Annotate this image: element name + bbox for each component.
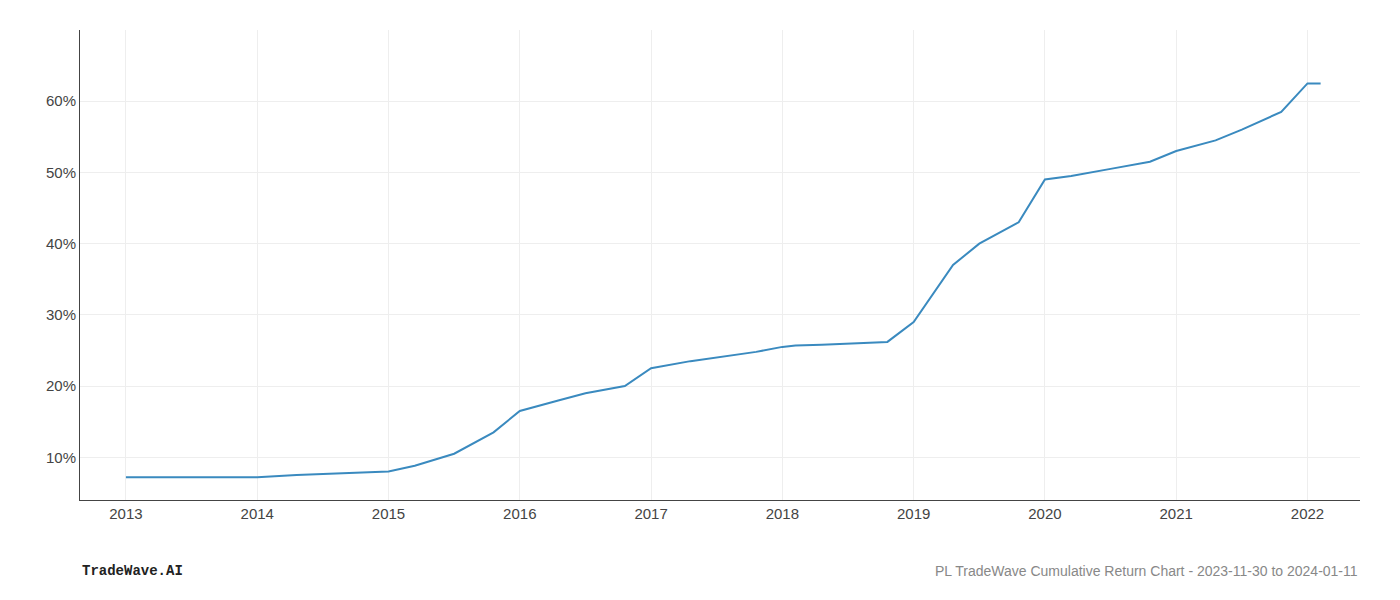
svg-text:2014: 2014 bbox=[241, 505, 274, 522]
svg-text:40%: 40% bbox=[46, 235, 76, 252]
svg-text:2020: 2020 bbox=[1028, 505, 1061, 522]
svg-text:10%: 10% bbox=[46, 449, 76, 466]
svg-text:TradeWave.AI: TradeWave.AI bbox=[82, 563, 183, 579]
svg-text:2022: 2022 bbox=[1291, 505, 1324, 522]
svg-text:2013: 2013 bbox=[109, 505, 142, 522]
svg-text:30%: 30% bbox=[46, 306, 76, 323]
svg-text:50%: 50% bbox=[46, 164, 76, 181]
svg-text:2018: 2018 bbox=[766, 505, 799, 522]
svg-text:20%: 20% bbox=[46, 377, 76, 394]
svg-text:2017: 2017 bbox=[634, 505, 667, 522]
svg-text:2015: 2015 bbox=[372, 505, 405, 522]
svg-text:2019: 2019 bbox=[897, 505, 930, 522]
svg-text:PL TradeWave Cumulative Return: PL TradeWave Cumulative Return Chart - 2… bbox=[935, 563, 1358, 579]
svg-text:2016: 2016 bbox=[503, 505, 536, 522]
svg-text:2021: 2021 bbox=[1160, 505, 1193, 522]
svg-text:60%: 60% bbox=[46, 92, 76, 109]
